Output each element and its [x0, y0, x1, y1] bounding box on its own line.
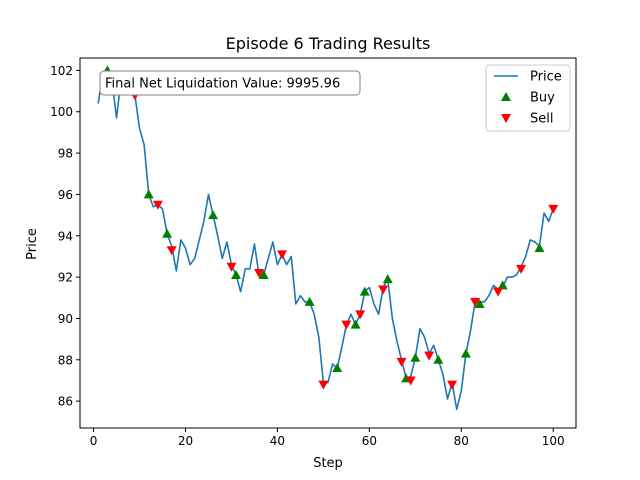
sell-marker: [254, 268, 265, 278]
legend: Price Buy Sell: [485, 64, 571, 132]
sell-marker: [318, 380, 329, 390]
y-tick-label: 88: [58, 353, 73, 367]
buy-marker: [382, 274, 393, 284]
sell-marker: [378, 285, 389, 295]
legend-buy-swatch: [501, 92, 511, 101]
x-tick-label: 80: [454, 434, 469, 448]
chart-title: Episode 6 Trading Results: [226, 34, 431, 53]
legend-sell-swatch: [501, 114, 511, 123]
sell-marker: [405, 376, 416, 386]
sell-marker: [493, 287, 504, 297]
y-tick-label: 96: [58, 188, 73, 202]
y-axis-label: Price: [25, 228, 40, 260]
x-tick-label: 60: [362, 434, 377, 448]
x-tick-label: 40: [270, 434, 285, 448]
sell-marker: [470, 297, 481, 307]
annotation-text: Final Net Liquidation Value: 9995.96: [105, 77, 340, 92]
buy-marker: [231, 270, 242, 280]
sell-marker: [277, 250, 288, 260]
y-tick-label: 98: [58, 147, 73, 161]
sell-marker: [424, 351, 435, 361]
y-tick-label: 90: [58, 312, 73, 326]
x-axis-label: Step: [313, 456, 343, 471]
y-tick-label: 94: [58, 229, 73, 243]
buy-marker: [208, 210, 219, 220]
legend-label: Sell: [530, 112, 553, 127]
buy-marker: [143, 189, 154, 199]
buy-marker: [460, 348, 471, 358]
sell-marker: [447, 380, 458, 390]
buy-marker: [497, 280, 508, 290]
sell-marker: [396, 357, 407, 367]
buy-marker: [304, 296, 315, 306]
y-tick-label: 100: [50, 105, 73, 119]
buy-marker: [359, 286, 370, 296]
x-tick-label: 0: [90, 434, 98, 448]
sell-marker: [516, 264, 527, 274]
x-tick-label: 100: [542, 434, 565, 448]
sell-marker: [341, 320, 352, 330]
y-tick-label: 102: [50, 64, 73, 78]
x-tick-label: 20: [178, 434, 193, 448]
buy-marker: [474, 298, 485, 308]
y-tick-label: 86: [58, 395, 73, 409]
buy-marker: [433, 354, 444, 364]
sell-marker: [166, 246, 177, 256]
net-liquidation-annotation: Final Net Liquidation Value: 9995.96: [99, 70, 361, 96]
buy-marker: [332, 363, 343, 373]
sell-marker: [355, 310, 366, 320]
buy-marker: [410, 352, 421, 362]
buy-marker: [534, 243, 545, 253]
sell-marker: [548, 204, 559, 214]
annotation-frame: [99, 70, 361, 96]
plot-frame: [79, 57, 577, 429]
legend-label: Buy: [530, 91, 555, 106]
sell-marker: [226, 262, 237, 272]
buy-marker: [350, 319, 361, 329]
sell-marker: [152, 200, 163, 210]
buy-marker: [162, 228, 173, 238]
buy-marker: [258, 270, 269, 280]
y-tick-label: 92: [58, 271, 73, 285]
plot-axes: 0 20 40 60 80 100 86 88 90 92 94 96 98 100 102: [50, 57, 577, 448]
legend-label: Price: [530, 70, 562, 85]
